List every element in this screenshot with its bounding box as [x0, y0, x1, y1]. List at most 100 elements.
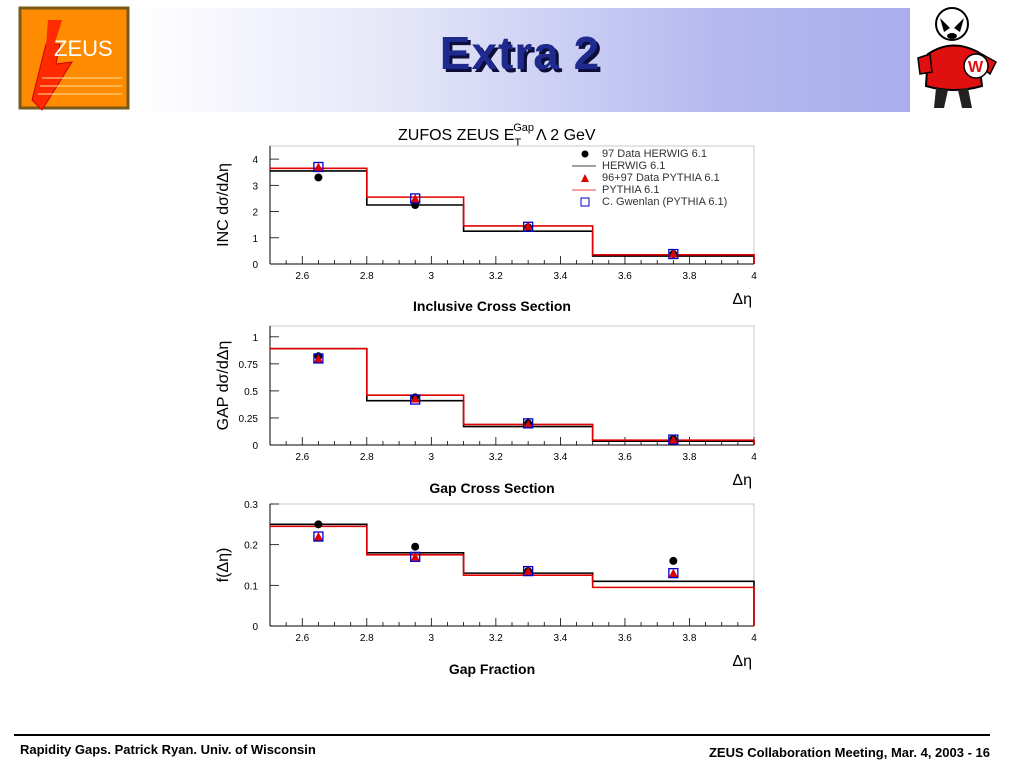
x-tick-label: 2.6: [295, 271, 309, 282]
y-tick-label: 1: [252, 234, 258, 245]
x-axis-label: Δη: [732, 291, 752, 308]
x-tick-label: 3.4: [553, 271, 567, 282]
x-tick-label: 3.2: [489, 452, 503, 463]
legend-entry-label: 96+97 Data PYTHIA 6.1: [602, 172, 720, 184]
data-point-gwenlan: [522, 418, 534, 429]
svg-text:W: W: [968, 59, 984, 76]
y-tick-label: 0.3: [244, 500, 258, 511]
header-gradient-band: [130, 8, 910, 112]
x-tick-label: 3.6: [618, 452, 632, 463]
data-point-gwenlan: [313, 531, 324, 542]
x-tick-label: 2.8: [360, 452, 374, 463]
figure-area: ZUFOS ZEUS ET Gap Λ 2 GeV 2.6 2.8 3 3.2 3.4 3.6…: [215, 122, 757, 677]
y-axis-label: f(Δη): [215, 548, 232, 583]
footer-left-text: Rapidity Gaps. Patrick Ryan. Univ. of Wi…: [20, 742, 316, 757]
histogram-pythia: [270, 525, 755, 626]
data-point-gwenlan: [313, 353, 324, 364]
slide-header: ZEUS Extra 2 W: [0, 0, 1024, 114]
legend-entry-label: C. Gwenlan (PYTHIA 6.1): [602, 196, 727, 208]
data-point-gwenlan: [668, 248, 679, 260]
legend-entry-label: HERWIG 6.1: [602, 160, 665, 172]
x-tick-label: 3: [429, 452, 435, 463]
chart-caption: Gap Cross Section: [429, 480, 554, 496]
x-tick-label: 3.6: [618, 633, 632, 644]
y-tick-label: 0.5: [244, 387, 258, 398]
y-tick-label: 0: [252, 260, 258, 271]
x-tick-label: 3.4: [553, 633, 567, 644]
badger-mascot-logo: W: [917, 7, 997, 108]
x-tick-label: 4: [751, 452, 757, 463]
x-tick-label: 3.2: [489, 271, 503, 282]
footer-divider: [14, 734, 990, 736]
y-tick-label: 1: [252, 333, 258, 344]
x-tick-label: 3.8: [683, 452, 697, 463]
x-tick-label: 3.8: [683, 271, 697, 282]
data-point-gwenlan: [410, 193, 421, 204]
legend-marker-circle: [581, 150, 589, 158]
legend-marker-square: [580, 197, 590, 207]
footer-right-text: ZEUS Collaboration Meeting, Mar. 4, 2003…: [708, 745, 990, 760]
histogram-pythia: [270, 347, 755, 445]
data-point-pythia: [523, 419, 533, 429]
data-point-pythia: [410, 393, 420, 403]
data-point-gwenlan: [522, 565, 534, 577]
figure-title-sup: Gap: [513, 122, 534, 134]
chart-gap-fraction: 2.6 2.8 3 3.2 3.4 3.6 3.8 4 0 0.1 0.2 0.3 f(Δη) Δη Gap…: [215, 500, 757, 677]
x-tick-label: 3.8: [683, 633, 697, 644]
data-point-gwenlan: [668, 434, 679, 445]
x-tick-label: 2.6: [295, 633, 309, 644]
histogram-herwig: [270, 347, 755, 445]
x-tick-label: 2.8: [360, 271, 374, 282]
data-point-herwig: [314, 520, 323, 529]
data-point-gwenlan: [313, 161, 324, 173]
chart-caption: Gap Fraction: [449, 661, 535, 677]
y-tick-label: 0.2: [244, 541, 258, 552]
x-tick-label: 3: [429, 271, 435, 282]
chart-inclusive-cross-section: 2.6 2.8 3 3.2 3.4 3.6 3.8 4 0 1 2 3 4 INC dσ/dΔη Δη Inc…: [215, 145, 757, 314]
data-point-pythia: [410, 193, 420, 203]
x-tick-label: 3.2: [489, 633, 503, 644]
y-tick-label: 0: [252, 441, 258, 452]
x-tick-label: 4: [751, 271, 757, 282]
figure-title-sub: T: [514, 137, 521, 149]
data-point-gwenlan: [410, 394, 421, 405]
x-tick-label: 2.8: [360, 633, 374, 644]
y-tick-label: 4: [252, 155, 258, 166]
chart-caption: Inclusive Cross Section: [413, 298, 571, 314]
y-tick-label: 3: [252, 181, 258, 192]
data-point-pythia: [410, 552, 420, 561]
x-axis-label: Δη: [732, 472, 752, 489]
data-point-pythia: [313, 353, 323, 363]
data-point-herwig: [411, 542, 420, 551]
data-point-herwig: [314, 173, 323, 182]
x-tick-label: 3: [429, 633, 435, 644]
x-axis-label: Δη: [732, 653, 752, 670]
slide-title: Extra 2: [439, 27, 601, 79]
data-point-pythia: [313, 532, 323, 541]
x-tick-label: 3.6: [618, 271, 632, 282]
data-point-pythia: [668, 435, 678, 444]
histogram-pythia: [270, 167, 755, 264]
histogram-herwig: [270, 170, 755, 264]
x-tick-label: 4: [751, 633, 757, 644]
legend-entry-label: PYTHIA 6.1: [602, 184, 659, 196]
figure-title: ZUFOS ZEUS ET Gap Λ 2 GeV: [398, 122, 596, 149]
chart-gap-cross-section: 2.6 2.8 3 3.2 3.4 3.6 3.8 4 0 0.25 0.5 0.75 1 GAP dσ/…: [215, 325, 757, 496]
y-tick-label: 0: [252, 622, 258, 633]
y-tick-label: 2: [252, 208, 258, 219]
y-axis-label: GAP dσ/dΔη: [215, 341, 232, 431]
data-point-pythia: [668, 568, 678, 578]
y-axis-label: INC dσ/dΔη: [215, 163, 232, 247]
zeus-logo-text: ZEUS: [54, 36, 113, 61]
data-point-pythia: [523, 221, 533, 230]
figure-title-main: ZUFOS ZEUS E: [398, 127, 514, 144]
y-tick-label: 0.25: [239, 414, 259, 425]
x-tick-label: 3.4: [553, 452, 567, 463]
data-point-gwenlan: [410, 551, 421, 563]
legend-marker-triangle: [581, 174, 589, 182]
data-point-pythia: [668, 249, 678, 258]
plot-frame: [269, 503, 755, 627]
data-point-herwig: [669, 556, 678, 565]
x-tick-label: 2.6: [295, 452, 309, 463]
